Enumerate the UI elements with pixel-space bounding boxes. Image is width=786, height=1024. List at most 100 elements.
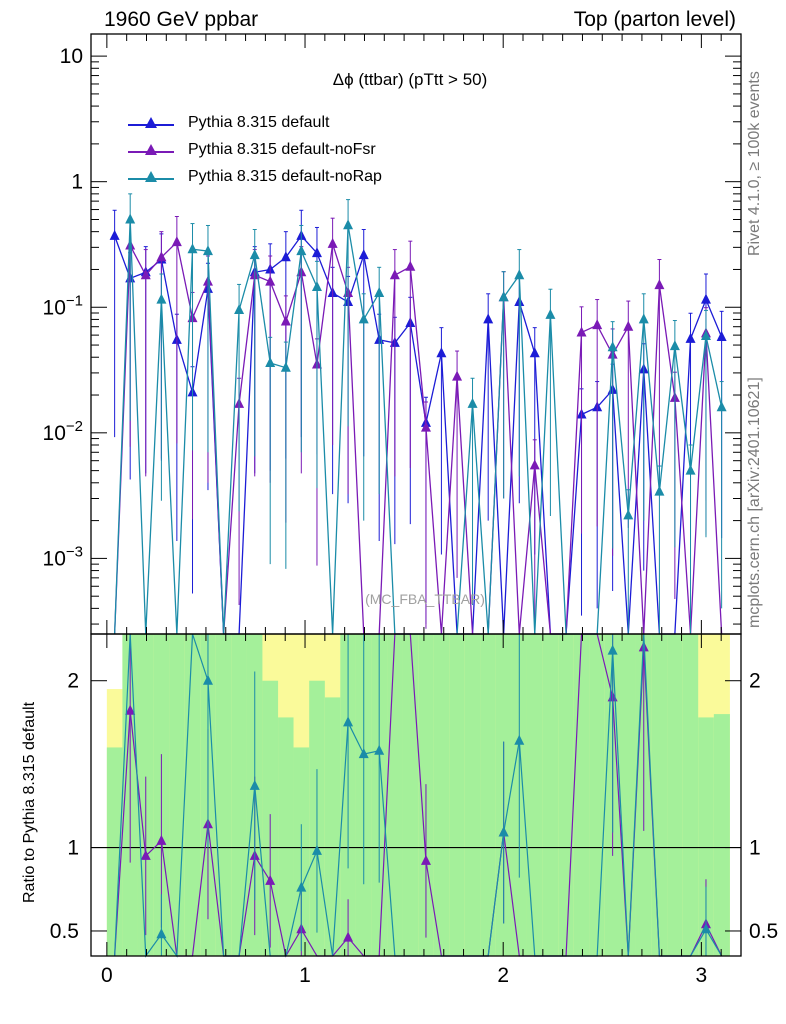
ratio-point bbox=[374, 744, 385, 755]
band-inner-bin bbox=[558, 634, 575, 956]
data-point bbox=[452, 370, 463, 381]
data-point bbox=[358, 313, 369, 324]
series-0 bbox=[109, 209, 727, 635]
band-inner-bin bbox=[573, 634, 590, 956]
ratio-point bbox=[125, 704, 136, 715]
y-tick-label: 10−3 bbox=[43, 543, 83, 570]
data-point bbox=[249, 249, 260, 260]
data-point bbox=[654, 279, 665, 290]
data-point bbox=[140, 269, 151, 280]
ratio-point bbox=[498, 826, 509, 837]
data-point bbox=[592, 319, 603, 330]
data-point bbox=[280, 315, 291, 326]
data-point bbox=[545, 308, 556, 319]
data-point bbox=[156, 293, 167, 304]
data-point bbox=[685, 464, 696, 475]
series-line bbox=[114, 234, 723, 635]
ratio-point bbox=[249, 779, 260, 790]
data-point bbox=[700, 293, 711, 304]
band-inner-bin bbox=[449, 634, 466, 956]
ratio-point bbox=[311, 844, 322, 855]
ratio-series-layer bbox=[114, 633, 723, 958]
rivet-version-label: Rivet 4.1.0, ≥ 100k events bbox=[746, 71, 763, 256]
energy-label: 1960 GeV ppbar bbox=[104, 8, 259, 31]
data-point bbox=[529, 459, 540, 470]
plot-title: Δϕ (ttbar) (pTtt > 50) bbox=[332, 70, 488, 89]
legend-label: Pythia 8.315 default-noFsr bbox=[188, 141, 376, 158]
x-tick-label: 3 bbox=[696, 964, 708, 987]
band-inner-bin bbox=[231, 634, 248, 956]
triangle-marker-icon bbox=[145, 171, 157, 182]
data-point bbox=[202, 245, 213, 256]
band-inner-bin bbox=[215, 634, 232, 956]
band-inner-bin bbox=[526, 634, 544, 956]
data-point bbox=[343, 219, 354, 230]
data-point bbox=[389, 269, 400, 280]
band-inner-bin bbox=[620, 634, 637, 956]
x-tick-label: 1 bbox=[299, 964, 311, 987]
data-point bbox=[514, 269, 525, 280]
y-tick-label: 10 bbox=[60, 45, 83, 68]
plot-frames bbox=[90, 33, 742, 957]
ratio-y-tick-label-right: 1 bbox=[749, 837, 761, 860]
series-2 bbox=[113, 193, 727, 635]
ratio-point bbox=[202, 674, 213, 685]
data-point bbox=[358, 249, 369, 260]
data-point bbox=[296, 245, 307, 256]
data-point bbox=[280, 361, 291, 372]
x-tick-label: 2 bbox=[497, 964, 509, 987]
ratio-point bbox=[156, 928, 167, 939]
data-point bbox=[700, 330, 711, 341]
ratio-point bbox=[358, 748, 369, 759]
data-point bbox=[311, 280, 322, 291]
band-inner-bin bbox=[667, 634, 684, 956]
band-inner-bin bbox=[542, 634, 559, 956]
band-inner-bin bbox=[433, 634, 450, 956]
axis-ticks: 10−3 10−2 10−1 1 10 0.5 0.5 1 1 2 2 0 1 2 3 bbox=[43, 34, 778, 987]
ratio-y-axis-label: Ratio to Pythia 8.315 default bbox=[21, 701, 38, 903]
legend-label: Pythia 8.315 default-noRap bbox=[188, 168, 382, 185]
band-inner-bin bbox=[713, 714, 730, 956]
mcplots-reference-label: mcplots.cern.ch [arXiv:2401.10621] bbox=[746, 377, 763, 628]
ratio-point bbox=[607, 644, 618, 655]
data-point bbox=[685, 332, 696, 343]
y-tick-label: 10−1 bbox=[43, 292, 83, 319]
ratio-point bbox=[343, 931, 354, 942]
band-inner-bin bbox=[651, 634, 668, 956]
band-inner-bin bbox=[387, 634, 404, 956]
data-point bbox=[311, 247, 322, 258]
data-point bbox=[607, 341, 618, 352]
x-tick-label: 0 bbox=[101, 964, 113, 987]
legend-label: Pythia 8.315 default bbox=[188, 114, 330, 131]
band-inner-bin bbox=[402, 634, 419, 956]
data-point bbox=[265, 356, 276, 367]
data-point bbox=[374, 286, 385, 297]
data-point bbox=[483, 313, 494, 324]
data-point bbox=[529, 347, 540, 358]
ratio-y-tick-label-right: 2 bbox=[749, 670, 761, 693]
data-point bbox=[498, 291, 509, 302]
data-point bbox=[716, 401, 727, 412]
data-point bbox=[420, 421, 431, 432]
ratio-line bbox=[114, 633, 723, 958]
ratio-point bbox=[514, 734, 525, 745]
analysis-watermark: (MC_FBA_TTBAR) bbox=[365, 591, 485, 607]
data-point bbox=[623, 509, 634, 520]
data-point bbox=[623, 320, 634, 331]
ratio-y-tick-label: 2 bbox=[67, 670, 79, 693]
series-1 bbox=[113, 216, 723, 635]
process-label: Top (parton level) bbox=[573, 8, 736, 31]
band-inner-bin bbox=[278, 717, 295, 956]
data-point bbox=[280, 251, 291, 262]
triangle-marker-icon bbox=[145, 144, 157, 155]
data-point bbox=[467, 397, 478, 408]
data-point bbox=[638, 313, 649, 324]
y-tick-label: 10−2 bbox=[43, 418, 83, 445]
data-point bbox=[109, 229, 120, 240]
ratio-y-tick-label: 1 bbox=[67, 837, 79, 860]
triangle-marker-icon bbox=[145, 117, 157, 128]
ratio-point bbox=[420, 854, 431, 865]
data-point bbox=[716, 330, 727, 341]
ratio-plot-frame bbox=[90, 633, 742, 957]
data-point bbox=[405, 260, 416, 271]
